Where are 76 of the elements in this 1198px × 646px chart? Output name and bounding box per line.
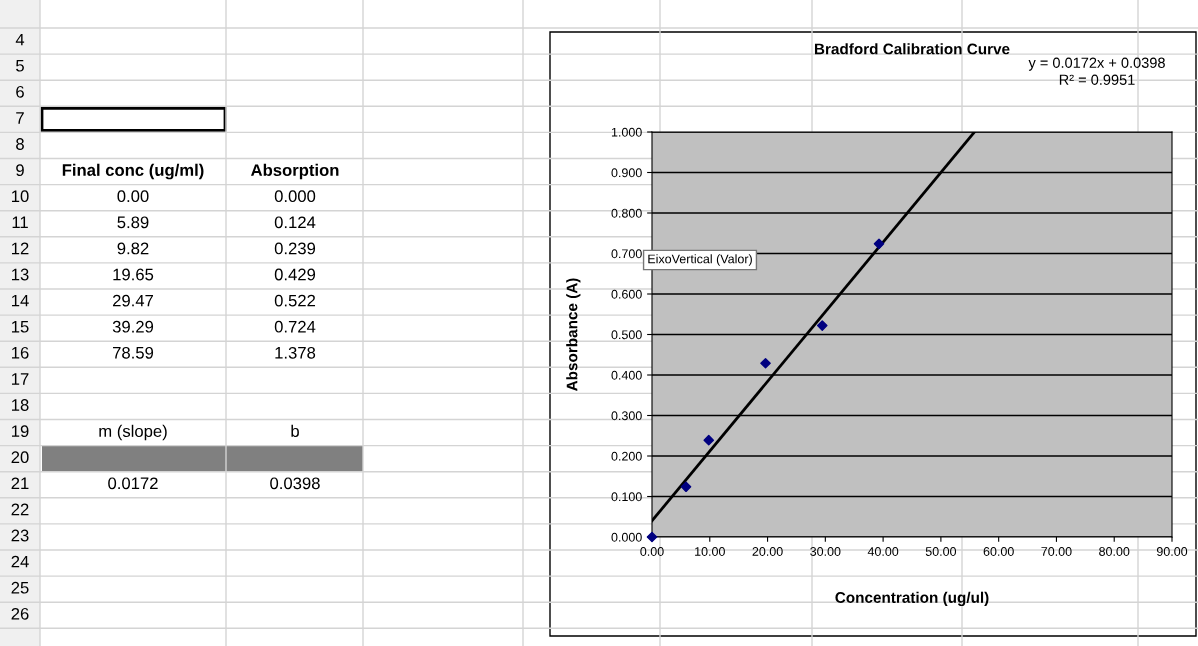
y-tick-label: 0.000	[611, 532, 642, 542]
text: R² = 0.9951	[1059, 74, 1135, 85]
text: 5.89	[117, 216, 149, 229]
point	[816, 320, 828, 331]
x-tick-label: 80.00	[1099, 547, 1130, 556]
text: 0.000	[274, 190, 316, 203]
text: 5	[16, 59, 24, 72]
point	[760, 357, 771, 369]
text: 17	[12, 373, 29, 385]
y-tick-label: 0.900	[611, 168, 642, 178]
y-tick-label: 0.500	[611, 330, 642, 340]
text: 0.124	[274, 216, 316, 229]
text: 23	[11, 529, 29, 542]
text: 0.724	[274, 320, 316, 333]
point	[703, 434, 715, 446]
x-tick-label: 70.00	[1041, 547, 1072, 556]
text: 13	[12, 268, 29, 281]
text: 0.239	[274, 242, 316, 255]
x-tick-label: 20.00	[752, 547, 783, 556]
text: 11	[12, 216, 28, 229]
point	[873, 238, 885, 250]
chart-title: Bradford Calibration Curve	[814, 43, 1010, 55]
x-tick-label: 10.00	[695, 547, 725, 556]
text: 0.0172	[108, 477, 158, 490]
text: 16	[12, 346, 29, 359]
y-tick-label: 1.000	[611, 127, 642, 137]
point	[646, 531, 658, 543]
text: 18	[12, 399, 29, 411]
text: 21	[11, 477, 29, 490]
text: Absorption	[250, 163, 339, 180]
text: 0.0398	[270, 477, 320, 490]
point	[680, 481, 692, 493]
x-tick-label: 60.00	[983, 547, 1014, 556]
text: 15	[12, 320, 29, 333]
text: 12	[12, 242, 29, 255]
text: 0.522	[274, 294, 316, 307]
x-tick-label: 0.00	[640, 547, 664, 556]
text: Final conc (ug/ml)	[62, 163, 204, 180]
y-tick-label: 0.700	[611, 249, 642, 259]
x-axis-title: Concentration (ug/ul)	[835, 591, 989, 607]
y-axis-title: Absorbance (A)	[566, 278, 581, 391]
text: 24	[11, 555, 29, 568]
text: y = 0.0172x + 0.0398	[1028, 57, 1165, 71]
text: 19	[12, 425, 29, 438]
x-tick-label: 30.00	[810, 547, 841, 556]
text: 4	[15, 33, 25, 46]
y-tick-label: 0.600	[611, 289, 642, 299]
text: b	[291, 424, 299, 438]
y-tick-label: 0.200	[611, 451, 642, 461]
y-tick-label: 0.800	[611, 208, 642, 218]
text: 25	[11, 581, 29, 594]
text: 26	[11, 607, 29, 620]
text: 0.429	[274, 268, 316, 281]
text: 8	[16, 138, 24, 150]
text: 14	[12, 294, 29, 307]
x-tick-label: 90.00	[1156, 547, 1188, 556]
text: 0.00	[117, 190, 149, 203]
text: 9	[16, 164, 24, 177]
text: 39.29	[112, 320, 154, 333]
x-tick-label: 50.00	[925, 547, 957, 556]
y-tick-label: 0.300	[611, 411, 642, 421]
text: 19.65	[113, 268, 154, 281]
text: 9.82	[117, 242, 149, 255]
text: 78.59	[113, 346, 154, 359]
y-tick-label: 0.400	[611, 370, 642, 380]
text: 6	[16, 85, 24, 98]
text: 29.47	[112, 294, 154, 307]
text: m (slope)	[99, 424, 167, 441]
y-tick-label: 0.100	[611, 492, 642, 502]
text: 1.378	[275, 346, 316, 359]
text: 20	[11, 451, 29, 464]
annotation: EixoVertical (Valor)	[648, 254, 752, 266]
text: 10	[12, 190, 29, 203]
text: 22	[11, 503, 29, 516]
x-tick-label: 40.00	[867, 547, 899, 556]
text: 7	[16, 112, 24, 124]
